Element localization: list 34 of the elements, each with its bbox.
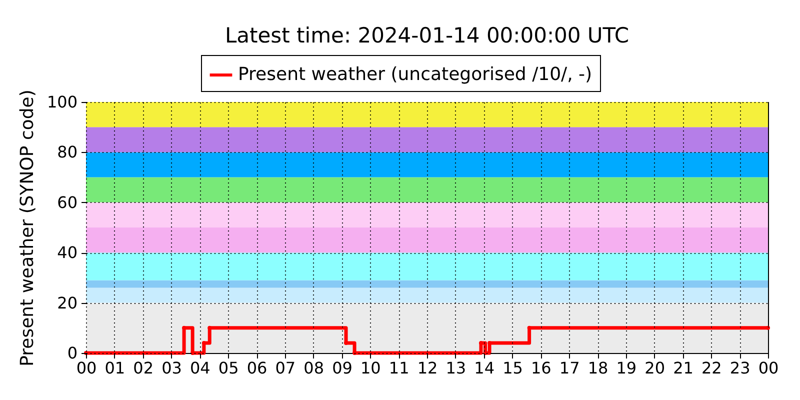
x-tick-label: 03	[162, 358, 182, 378]
x-tick-label: 09	[332, 358, 352, 378]
x-tick-label: 13	[446, 358, 466, 378]
y-tick-label: 80	[57, 142, 78, 162]
x-tick-label: 04	[190, 358, 210, 378]
y-tick-label: 60	[57, 192, 78, 212]
x-tick-label: 17	[559, 358, 580, 378]
x-tick-label: 12	[417, 358, 438, 378]
y-tick-label: 20	[57, 293, 78, 312]
x-tick-label: 10	[360, 358, 381, 378]
chart-title: Latest time: 2024-01-14 00:00:00 UTC	[224, 24, 630, 48]
y-tick-label: 40	[57, 243, 78, 262]
x-tick-label: 22	[701, 358, 722, 378]
x-tick-label: 14	[474, 358, 495, 378]
x-tick-label: 01	[104, 358, 126, 378]
x-tick-label: 06	[246, 358, 268, 378]
x-tick-label: 20	[644, 358, 666, 378]
x-tick-label: 07	[275, 358, 296, 378]
x-tick-label: 05	[218, 358, 239, 378]
x-tick-label: 00	[758, 358, 779, 378]
x-tick-label: 11	[388, 358, 410, 378]
x-tick-label: 18	[588, 358, 608, 378]
x-tick-label: 19	[616, 358, 637, 378]
y-tick-label: 100	[46, 92, 78, 112]
x-tick-label: 16	[530, 358, 552, 378]
x-tick-label: 15	[502, 358, 523, 378]
y-axis-title: Present weather (SYNOP code)	[16, 90, 38, 366]
x-tick-label: 23	[730, 358, 750, 378]
x-tick-label: 21	[673, 358, 694, 378]
x-tick-label: 00	[76, 358, 97, 378]
legend-label: Present weather (uncategorised /10/, -)	[238, 64, 592, 85]
x-tick-label: 08	[304, 358, 324, 378]
y-tick-label: 0	[67, 344, 78, 362]
x-tick-label: 02	[133, 358, 154, 378]
